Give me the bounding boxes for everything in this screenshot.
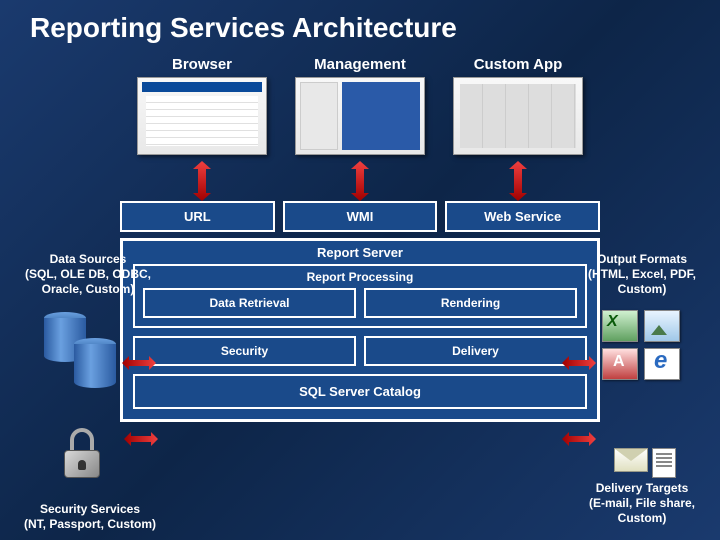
report-server-box: Report Server Report Processing Data Ret… [120, 238, 600, 422]
management-label: Management [295, 56, 425, 73]
catalog-box: SQL Server Catalog [133, 374, 587, 409]
page-title: Reporting Services Architecture [0, 0, 720, 52]
output-formats-label: Output Formats(HTML, Excel, PDF, Custom) [572, 252, 712, 297]
datasources-label: Data Sources(SQL, OLE DB, ODBC, Oracle, … [8, 252, 168, 297]
lock-icon [56, 426, 108, 478]
browser-label: Browser [137, 56, 267, 73]
arrow-custom [453, 161, 583, 201]
server-stack: URL WMI Web Service Report Server Report… [120, 201, 600, 422]
database-icon [44, 312, 116, 378]
security-services-label: Security Services(NT, Passport, Custom) [20, 502, 160, 532]
format-icons [602, 310, 680, 380]
arrow-management [295, 161, 425, 201]
email-icon [614, 448, 648, 472]
wmi-box: WMI [283, 201, 438, 232]
url-box: URL [120, 201, 275, 232]
client-custom: Custom App [453, 56, 583, 155]
delivery-icons [614, 448, 676, 478]
arrow-row [0, 161, 720, 201]
security-box: Security [133, 336, 356, 366]
client-browser: Browser [137, 56, 267, 155]
arrow-formats [562, 356, 596, 370]
arrow-delivery [562, 432, 596, 446]
client-management: Management [295, 56, 425, 155]
delivery-targets-label: Delivery Targets(E-mail, File share, Cus… [572, 481, 712, 526]
custom-label: Custom App [453, 56, 583, 73]
interface-row: URL WMI Web Service [120, 201, 600, 232]
arrow-browser [137, 161, 267, 201]
report-processing-box: Report Processing Data Retrieval Renderi… [133, 264, 587, 328]
delivery-box: Delivery [364, 336, 587, 366]
rendering-box: Rendering [364, 288, 577, 318]
webservice-box: Web Service [445, 201, 600, 232]
pdf-icon [602, 348, 638, 380]
management-thumbnail [295, 77, 425, 155]
arrow-security [124, 432, 158, 446]
fileshare-icon [652, 448, 676, 478]
arrow-datasource [122, 356, 156, 370]
custom-thumbnail [453, 77, 583, 155]
data-retrieval-box: Data Retrieval [143, 288, 356, 318]
browser-thumbnail [137, 77, 267, 155]
client-row: Browser Management Custom App [0, 56, 720, 155]
image-icon [644, 310, 680, 342]
report-server-label: Report Server [133, 245, 587, 260]
html-icon [644, 348, 680, 380]
excel-icon [602, 310, 638, 342]
report-processing-label: Report Processing [143, 270, 577, 284]
